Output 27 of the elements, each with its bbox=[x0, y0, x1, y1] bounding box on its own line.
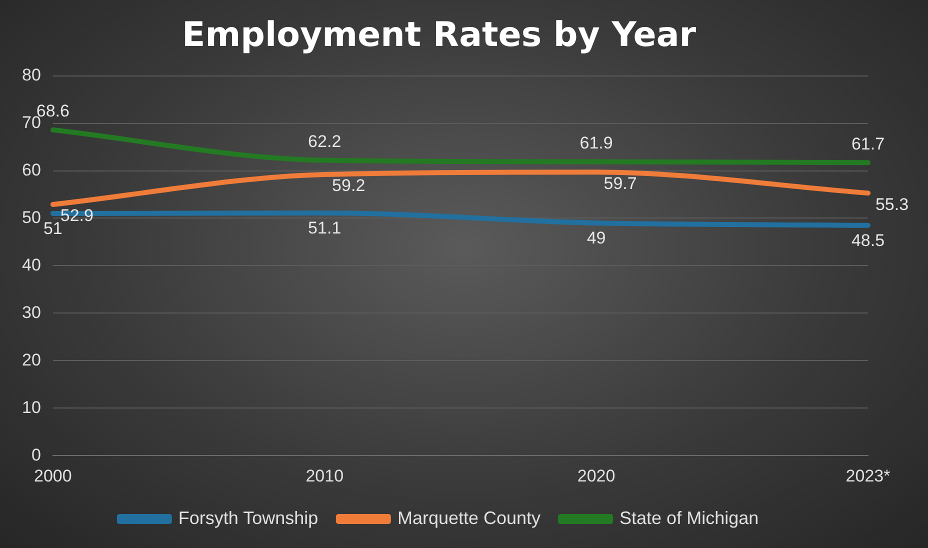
x-tick-label: 2000 bbox=[34, 466, 72, 486]
data-label: 52.9 bbox=[60, 206, 94, 226]
data-label: 49 bbox=[586, 228, 606, 248]
data-label: 59.7 bbox=[604, 174, 637, 193]
x-tick-label: 2010 bbox=[306, 466, 344, 486]
data-label: 48.5 bbox=[851, 231, 885, 250]
legend-label: State of Michigan bbox=[620, 508, 759, 528]
x-tick-label: 2023* bbox=[846, 466, 891, 486]
y-tick-label: 80 bbox=[22, 65, 41, 84]
y-tick-label: 60 bbox=[22, 160, 41, 180]
y-tick-label: 10 bbox=[22, 398, 41, 417]
chart-title: Employment Rates by Year bbox=[182, 15, 696, 56]
data-label: 61.9 bbox=[580, 133, 613, 152]
x-tick-label: 2020 bbox=[577, 466, 616, 486]
data-label: 55.3 bbox=[875, 194, 909, 214]
y-tick-label: 0 bbox=[31, 445, 41, 464]
data-label: 61.7 bbox=[851, 134, 885, 154]
y-tick-label: 20 bbox=[22, 350, 41, 370]
y-tick-label: 30 bbox=[22, 302, 41, 322]
y-tick-label: 40 bbox=[22, 255, 41, 274]
legend-label: Forsyth Township bbox=[178, 508, 318, 528]
data-label: 62.2 bbox=[308, 132, 342, 151]
y-tick-label: 50 bbox=[22, 208, 41, 227]
data-label: 51.1 bbox=[308, 218, 342, 238]
data-label: 59.2 bbox=[332, 176, 366, 196]
legend-label: Marquette County bbox=[397, 508, 541, 528]
data-label: 51 bbox=[43, 219, 62, 238]
